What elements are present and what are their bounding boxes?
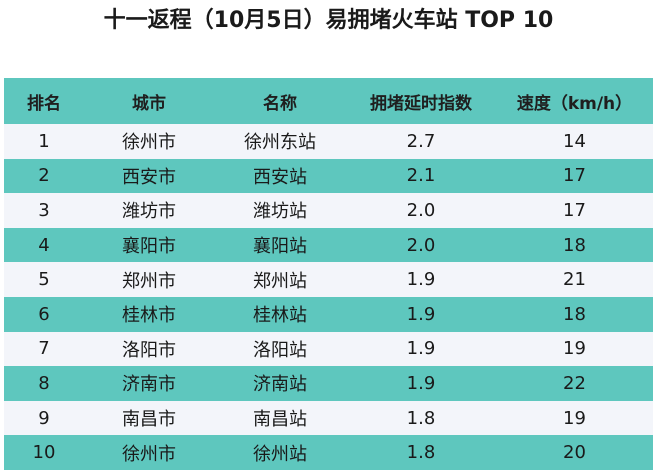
cell-city: 郑州市 (122, 270, 176, 292)
cell-rank: 6 (38, 303, 50, 325)
cell-station-name: 徐州站 (253, 443, 307, 465)
cell-city: 济南市 (122, 374, 176, 396)
cell-city: 桂林市 (122, 305, 176, 327)
cell-city: 南昌市 (122, 409, 176, 431)
cell-speed: 19 (563, 338, 586, 360)
table-row: 3 潍坊市 潍坊站 2.0 17 (4, 193, 653, 228)
cell-congestion-index: 2.7 (406, 130, 436, 152)
cell-station-name: 西安站 (253, 166, 307, 188)
cell-rank: 1 (38, 130, 50, 152)
cell-speed: 17 (563, 165, 586, 187)
table-row: 5 郑州市 郑州站 1.9 21 (4, 262, 653, 297)
header-congestion-index: 拥堵延时指数 (370, 93, 472, 114)
cell-congestion-index: 2.0 (406, 199, 436, 221)
cell-congestion-index: 1.8 (406, 407, 436, 429)
cell-congestion-index: 2.0 (406, 234, 436, 256)
cell-rank: 8 (38, 372, 50, 394)
cell-speed: 21 (563, 269, 586, 291)
cell-congestion-index: 2.1 (406, 165, 436, 187)
table-row: 2 西安市 西安站 2.1 17 (4, 158, 653, 194)
cell-speed: 22 (563, 372, 586, 394)
cell-city: 洛阳市 (122, 339, 176, 361)
cell-city: 徐州市 (122, 443, 176, 465)
cell-congestion-index: 1.8 (406, 442, 436, 464)
header-speed: 速度（km/h） (516, 93, 633, 114)
header-station-name: 名称 (263, 93, 297, 114)
cell-station-name: 徐州东站 (244, 132, 316, 154)
header-city: 城市 (132, 93, 166, 114)
cell-station-name: 襄阳站 (253, 236, 307, 258)
table-row: 9 南昌市 南昌站 1.8 19 (4, 400, 653, 436)
table-header-row: 排名 城市 名称 拥堵延时指数 速度（km/h） (4, 78, 653, 124)
cell-rank: 2 (38, 165, 50, 187)
table-row: 7 洛阳市 洛阳站 1.9 19 (4, 331, 653, 367)
cell-station-name: 济南站 (253, 374, 307, 396)
table-row: 8 济南市 济南站 1.9 22 (4, 366, 653, 401)
cell-congestion-index: 1.9 (406, 372, 436, 394)
cell-city: 徐州市 (122, 132, 176, 154)
cell-congestion-index: 1.9 (406, 269, 436, 291)
cell-city: 襄阳市 (122, 236, 176, 258)
cell-congestion-index: 1.9 (406, 303, 436, 325)
cell-city: 西安市 (122, 166, 176, 188)
table-row: 6 桂林市 桂林站 1.9 18 (4, 296, 653, 332)
cell-rank: 7 (38, 338, 50, 360)
cell-rank: 10 (32, 442, 56, 464)
cell-speed: 20 (563, 442, 586, 464)
table-row: 4 襄阳市 襄阳站 2.0 18 (4, 227, 653, 263)
cell-city: 潍坊市 (122, 201, 176, 223)
cell-speed: 18 (563, 303, 586, 325)
cell-rank: 5 (38, 269, 50, 291)
cell-station-name: 潍坊站 (253, 201, 307, 223)
cell-speed: 17 (563, 199, 586, 221)
ranking-table: 排名 城市 名称 拥堵延时指数 速度（km/h） 1 徐州市 徐州东站 2.7 … (4, 78, 653, 470)
cell-station-name: 南昌站 (253, 409, 307, 431)
cell-station-name: 郑州站 (253, 270, 307, 292)
page-title: 十一返程（10月5日）易拥堵火车站 TOP 10 (103, 8, 554, 33)
table-row: 10 徐州市 徐州站 1.8 20 (4, 435, 653, 470)
cell-rank: 9 (38, 407, 50, 429)
cell-station-name: 桂林站 (253, 305, 307, 327)
cell-speed: 14 (563, 130, 586, 152)
cell-rank: 4 (38, 234, 50, 256)
cell-speed: 19 (563, 407, 586, 429)
cell-rank: 3 (38, 199, 50, 221)
cell-congestion-index: 1.9 (406, 338, 436, 360)
cell-speed: 18 (563, 234, 586, 256)
table-row: 1 徐州市 徐州东站 2.7 14 (4, 124, 653, 159)
cell-station-name: 洛阳站 (253, 339, 307, 361)
header-rank: 排名 (27, 93, 61, 114)
